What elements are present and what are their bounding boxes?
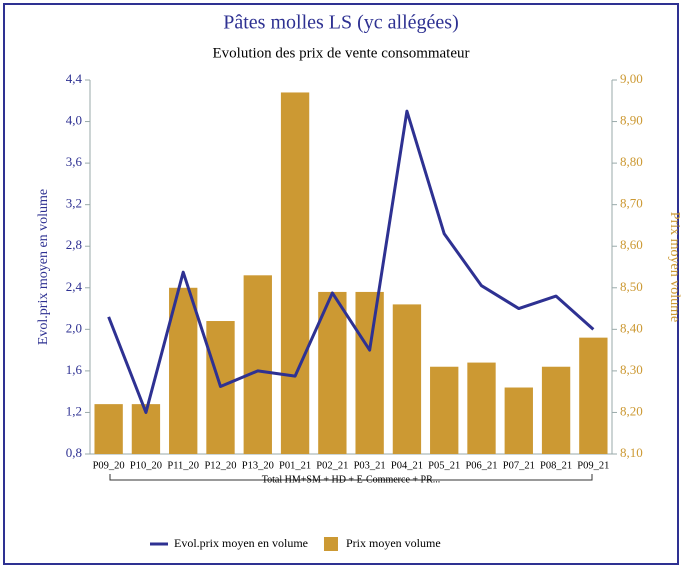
x-tick-label: P04_21 [391, 460, 423, 471]
y2-tick-label: 8,30 [620, 362, 643, 377]
y-tick-label: 2,8 [66, 237, 82, 252]
x-tick-label: P09_21 [577, 460, 609, 471]
y2-tick-label: 8,40 [620, 320, 643, 335]
bar [504, 387, 533, 454]
x-tick-label: P02_21 [316, 460, 348, 471]
y2-tick-label: 8,20 [620, 403, 643, 418]
y-tick-label: 1,6 [66, 362, 83, 377]
bar [579, 337, 608, 454]
category-bracket [109, 474, 593, 481]
y2-tick-label: 8,90 [620, 113, 643, 128]
frame [3, 3, 679, 565]
line [107, 109, 595, 414]
y-axis-label: Evol.prix moyen en volume [36, 189, 51, 345]
chart-title: Pâtes molles LS (yc allégées) [223, 12, 459, 34]
y2-tick-label: 8,50 [620, 279, 643, 294]
bar [430, 366, 459, 454]
bar [280, 92, 310, 454]
y-tick-label: 2,0 [66, 320, 82, 335]
chart-subtitle: Evolution des prix de vente consommateur [212, 45, 469, 61]
x-tick-label: P07_21 [503, 460, 535, 471]
y2-tick-label: 8,70 [620, 196, 643, 211]
x-tick-label: P11_20 [167, 460, 199, 471]
y-tick-label: 3,6 [66, 154, 83, 169]
x-tick-label: P06_21 [465, 460, 497, 471]
y-tick-label: 4,0 [66, 113, 82, 128]
legend-label: Prix moyen volume [346, 536, 441, 550]
y-tick-label: 3,2 [66, 196, 82, 211]
y2-tick-label: 8,60 [620, 237, 643, 252]
bar [541, 366, 571, 454]
x-tick-label: P12_20 [204, 460, 236, 471]
x-tick-label: P10_20 [130, 460, 162, 471]
category-group-label: Total HM+SM + HD + E-Commerce + PR... [262, 474, 441, 485]
bar [355, 291, 384, 454]
x-tick-label: P08_21 [540, 460, 572, 471]
bar [169, 287, 198, 454]
bar [392, 304, 422, 454]
legend-swatch [323, 537, 338, 551]
y2-tick-label: 9,00 [620, 71, 643, 86]
x-tick-label: P03_21 [354, 460, 386, 471]
y-tick-label: 1,2 [66, 403, 82, 418]
legend-label: Evol.prix moyen en volume [174, 536, 308, 550]
x-tick-label: P13_20 [242, 460, 274, 471]
x-tick-label: P01_21 [279, 460, 311, 471]
y2-tick-label: 8,80 [620, 154, 643, 169]
x-tick-label: P09_20 [93, 460, 125, 471]
y2-tick-label: 8,10 [620, 445, 643, 460]
y2-axis-label: Prix moyen volume [667, 212, 682, 322]
bar [467, 362, 496, 454]
bar [94, 404, 123, 454]
y-tick-label: 0,8 [66, 445, 82, 460]
x-tick-label: P05_21 [428, 460, 460, 471]
y-tick-label: 2,4 [66, 279, 83, 294]
bar [243, 275, 272, 454]
bar [318, 291, 347, 454]
y-tick-label: 4,4 [66, 71, 83, 86]
